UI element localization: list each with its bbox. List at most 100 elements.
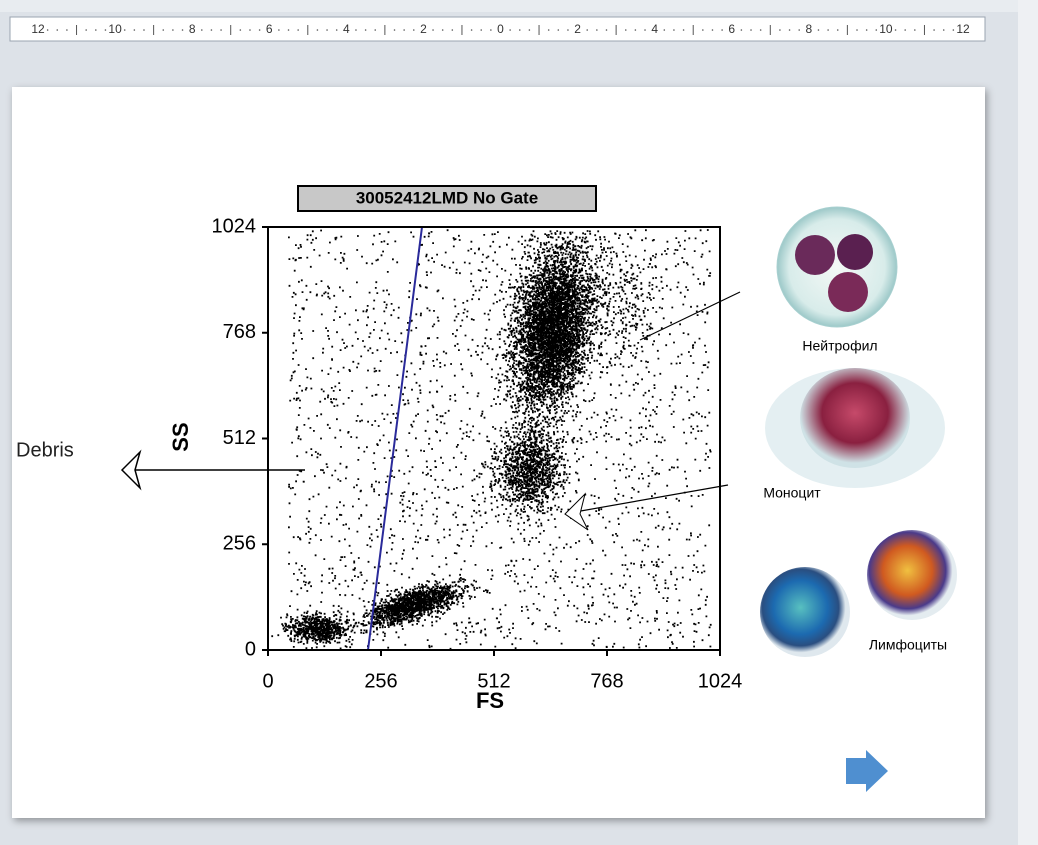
ruler-dot <box>240 29 242 31</box>
lymphocytes-label: Лимфоциты <box>869 637 947 653</box>
screen: 12108642024681012 30052412LMD No Gate FS… <box>0 0 1038 845</box>
ruler-label: 8 <box>805 22 812 36</box>
ruler-dot <box>750 29 752 31</box>
ruler-dot <box>124 29 126 31</box>
ruler-dot <box>355 29 357 31</box>
monocyte-label: Моноцит <box>763 485 821 501</box>
ruler-dot <box>162 29 164 31</box>
debris-label: Debris <box>16 439 74 461</box>
plot-title: 30052412LMD No Gate <box>356 188 538 207</box>
ruler-dot <box>625 29 627 31</box>
ruler-dot <box>452 29 454 31</box>
ruler-dot <box>596 29 598 31</box>
neutrophil-label: Нейтрофил <box>802 338 877 354</box>
ruler-label: 12 <box>956 22 970 36</box>
ruler-dot <box>490 29 492 31</box>
ruler-dot <box>953 29 955 31</box>
ruler-dot <box>558 29 560 31</box>
ruler-dot <box>317 29 319 31</box>
ruler-dot <box>721 29 723 31</box>
ruler-label: 12 <box>31 22 45 36</box>
nucleus-lobe <box>837 234 873 270</box>
y-axis-label: SS <box>168 422 193 451</box>
ruler-dot <box>606 29 608 31</box>
ruler-dot <box>374 29 376 31</box>
ruler-label: 4 <box>343 22 350 36</box>
ruler-dot <box>712 29 714 31</box>
monocyte-image <box>800 368 910 468</box>
ruler-dot <box>471 29 473 31</box>
ruler-dot <box>403 29 405 31</box>
ruler-dot <box>789 29 791 31</box>
x-tick-label: 1024 <box>698 670 743 692</box>
ruler-label: 0 <box>497 22 504 36</box>
ruler-dot <box>866 29 868 31</box>
x-tick-label: 768 <box>590 670 623 692</box>
ruler-dot <box>644 29 646 31</box>
ruler-dot <box>567 29 569 31</box>
x-tick-label: 512 <box>477 670 510 692</box>
ruler-label: 6 <box>728 22 735 36</box>
y-tick-label: 768 <box>223 321 256 343</box>
ruler-dot <box>259 29 261 31</box>
ruler-dot <box>818 29 820 31</box>
ruler-dot <box>519 29 521 31</box>
neutrophil-image <box>777 207 897 327</box>
ruler-label: 4 <box>651 22 658 36</box>
ruler-dot <box>182 29 184 31</box>
ruler-label: 6 <box>266 22 273 36</box>
ruler-dot <box>586 29 588 31</box>
ruler-dot <box>480 29 482 31</box>
ruler-dot <box>288 29 290 31</box>
ruler-dot <box>326 29 328 31</box>
ruler-label: 8 <box>189 22 196 36</box>
ruler-dot <box>47 29 49 31</box>
ruler-dot <box>798 29 800 31</box>
ruler-dot <box>278 29 280 31</box>
ruler-dot <box>760 29 762 31</box>
ruler-dot <box>85 29 87 31</box>
y-tick-label: 256 <box>223 533 256 555</box>
y-tick-label: 0 <box>245 638 256 660</box>
ruler-dot <box>664 29 666 31</box>
x-tick-label: 256 <box>364 670 397 692</box>
page: {"ruler": {"labels": ["12", "10", "8", "… <box>0 0 1038 845</box>
scrollbar <box>1018 0 1038 845</box>
ruler-dot <box>904 29 906 31</box>
ruler-dot <box>220 29 222 31</box>
ruler-dot <box>143 29 145 31</box>
ruler-dot <box>683 29 685 31</box>
ruler-dot <box>741 29 743 31</box>
ruler-dot <box>779 29 781 31</box>
ruler-dot <box>442 29 444 31</box>
ruler-label: 2 <box>574 22 581 36</box>
ruler-dot <box>336 29 338 31</box>
nucleus-lobe <box>795 235 835 275</box>
ruler-dot <box>837 29 839 31</box>
y-tick-label: 1024 <box>212 215 257 237</box>
ruler-dot <box>56 29 58 31</box>
ruler-dot <box>529 29 531 31</box>
y-tick-label: 512 <box>223 427 256 449</box>
ruler-dot <box>702 29 704 31</box>
ruler-label: 10 <box>108 22 122 36</box>
ruler-label: 2 <box>420 22 427 36</box>
ruler-dot <box>509 29 511 31</box>
ruler-dot <box>249 29 251 31</box>
ruler-dot <box>95 29 97 31</box>
ruler: 12 10 8 6 4 2 0 2 4 6 8 10 12 <box>10 17 985 41</box>
ruler-dot <box>365 29 367 31</box>
ruler-dot <box>134 29 136 31</box>
ruler-dot <box>875 29 877 31</box>
ruler-dot <box>394 29 396 31</box>
ruler-dot <box>635 29 637 31</box>
ruler-dot <box>943 29 945 31</box>
ruler-dot <box>297 29 299 31</box>
ruler-dot <box>413 29 415 31</box>
ruler-dot <box>914 29 916 31</box>
ruler-label: 10 <box>879 22 893 36</box>
ruler-dot <box>172 29 174 31</box>
ruler-dot <box>432 29 434 31</box>
ruler-dot <box>211 29 213 31</box>
ruler-dot <box>673 29 675 31</box>
